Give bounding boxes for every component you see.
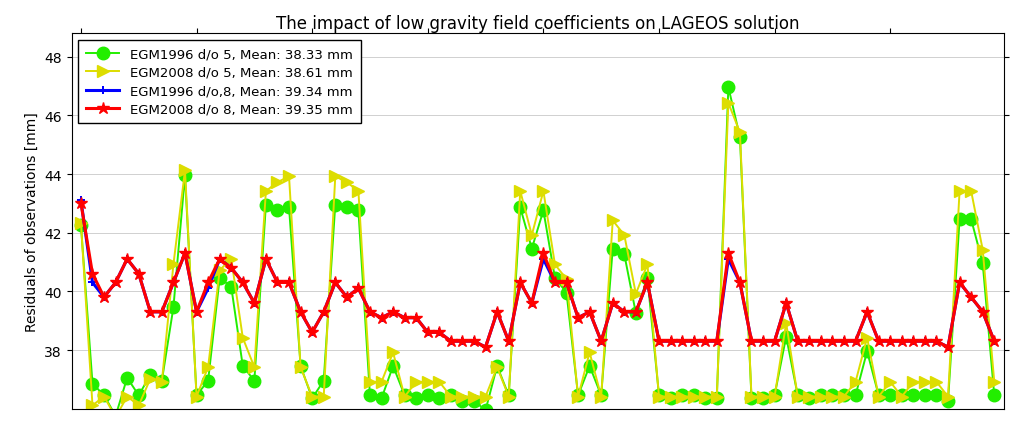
- EGM2008 d/o 5, Mean: 38.61 mm: (0, 42.3): 38.61 mm: (0, 42.3): [75, 221, 87, 226]
- EGM2008 d/o 8, Mean: 39.35 mm: (55, 38.3): 39.35 mm: (55, 38.3): [711, 339, 723, 344]
- EGM1996 d/o,8, Mean: 39.34 mm: (71, 38.3): 39.34 mm: (71, 38.3): [896, 339, 908, 344]
- EGM1996 d/o 5, Mean: 38.33 mm: (48, 39.3): 38.33 mm: (48, 39.3): [630, 311, 642, 316]
- EGM1996 d/o 5, Mean: 38.33 mm: (36, 37.5): 38.33 mm: (36, 37.5): [490, 363, 503, 368]
- EGM1996 d/o,8, Mean: 39.34 mm: (52, 38.3): 39.34 mm: (52, 38.3): [676, 339, 688, 344]
- EGM2008 d/o 5, Mean: 38.61 mm: (72, 36.9): 38.61 mm: (72, 36.9): [907, 380, 920, 385]
- EGM1996 d/o 5, Mean: 38.33 mm: (52, 36.5): 38.33 mm: (52, 36.5): [676, 393, 688, 398]
- EGM2008 d/o 5, Mean: 38.61 mm: (79, 36.9): 38.61 mm: (79, 36.9): [988, 380, 1000, 385]
- Line: EGM1996 d/o,8, Mean: 39.34 mm: EGM1996 d/o,8, Mean: 39.34 mm: [77, 197, 998, 351]
- EGM1996 d/o,8, Mean: 39.34 mm: (49, 40.3): 39.34 mm: (49, 40.3): [641, 280, 653, 285]
- EGM2008 d/o 8, Mean: 39.35 mm: (79, 38.3): 39.35 mm: (79, 38.3): [988, 339, 1000, 344]
- EGM2008 d/o 5, Mean: 38.61 mm: (48, 39.9): 38.61 mm: (48, 39.9): [630, 291, 642, 296]
- EGM1996 d/o 5, Mean: 38.33 mm: (56, 47): 38.33 mm: (56, 47): [722, 85, 734, 90]
- EGM1996 d/o,8, Mean: 39.34 mm: (55, 38.3): 39.34 mm: (55, 38.3): [711, 339, 723, 344]
- EGM1996 d/o 5, Mean: 38.33 mm: (72, 36.5): 38.33 mm: (72, 36.5): [907, 393, 920, 398]
- Legend: EGM1996 d/o 5, Mean: 38.33 mm, EGM2008 d/o 5, Mean: 38.61 mm, EGM1996 d/o,8, Mea: EGM1996 d/o 5, Mean: 38.33 mm, EGM2008 d…: [78, 40, 360, 124]
- EGM1996 d/o,8, Mean: 39.34 mm: (79, 38.3): 39.34 mm: (79, 38.3): [988, 339, 1000, 344]
- EGM2008 d/o 5, Mean: 38.61 mm: (55, 36.4): 38.61 mm: (55, 36.4): [711, 394, 723, 399]
- EGM1996 d/o 5, Mean: 38.33 mm: (79, 36.5): 38.33 mm: (79, 36.5): [988, 393, 1000, 398]
- EGM2008 d/o 5, Mean: 38.61 mm: (52, 36.4): 38.61 mm: (52, 36.4): [676, 394, 688, 399]
- EGM2008 d/o 5, Mean: 38.61 mm: (56, 46.4): 38.61 mm: (56, 46.4): [722, 101, 734, 106]
- EGM1996 d/o,8, Mean: 39.34 mm: (0, 43.1): 39.34 mm: (0, 43.1): [75, 198, 87, 203]
- EGM1996 d/o,8, Mean: 39.34 mm: (35, 38.1): 39.34 mm: (35, 38.1): [479, 345, 492, 350]
- EGM2008 d/o 8, Mean: 39.35 mm: (35, 38.1): 39.35 mm: (35, 38.1): [479, 345, 492, 350]
- EGM1996 d/o,8, Mean: 39.34 mm: (36, 39.3): 39.34 mm: (36, 39.3): [490, 310, 503, 315]
- Line: EGM2008 d/o 5, Mean: 38.61 mm: EGM2008 d/o 5, Mean: 38.61 mm: [75, 98, 1000, 423]
- Title: The impact of low gravity field coefficients on LAGEOS solution: The impact of low gravity field coeffici…: [275, 14, 800, 32]
- Line: EGM2008 d/o 8, Mean: 39.35 mm: EGM2008 d/o 8, Mean: 39.35 mm: [75, 198, 1000, 354]
- EGM2008 d/o 5, Mean: 38.61 mm: (3, 35.7): 38.61 mm: (3, 35.7): [110, 414, 122, 420]
- EGM2008 d/o 8, Mean: 39.35 mm: (48, 39.3): 39.35 mm: (48, 39.3): [630, 310, 642, 315]
- EGM2008 d/o 8, Mean: 39.35 mm: (52, 38.3): 39.35 mm: (52, 38.3): [676, 339, 688, 344]
- EGM1996 d/o 5, Mean: 38.33 mm: (3, 35.8): 38.33 mm: (3, 35.8): [110, 413, 122, 418]
- Y-axis label: Residuals of observations [mm]: Residuals of observations [mm]: [25, 112, 39, 331]
- EGM2008 d/o 8, Mean: 39.35 mm: (36, 39.3): 39.35 mm: (36, 39.3): [490, 310, 503, 315]
- Line: EGM1996 d/o 5, Mean: 38.33 mm: EGM1996 d/o 5, Mean: 38.33 mm: [75, 82, 1000, 422]
- EGM2008 d/o 5, Mean: 38.61 mm: (36, 37.4): 38.61 mm: (36, 37.4): [490, 365, 503, 370]
- EGM1996 d/o,8, Mean: 39.34 mm: (48, 39.3): 39.34 mm: (48, 39.3): [630, 310, 642, 315]
- EGM2008 d/o 5, Mean: 38.61 mm: (49, 40.9): 38.61 mm: (49, 40.9): [641, 262, 653, 268]
- EGM1996 d/o 5, Mean: 38.33 mm: (55, 36.4): 38.33 mm: (55, 36.4): [711, 396, 723, 401]
- EGM2008 d/o 8, Mean: 39.35 mm: (71, 38.3): 39.35 mm: (71, 38.3): [896, 339, 908, 344]
- EGM2008 d/o 8, Mean: 39.35 mm: (49, 40.3): 39.35 mm: (49, 40.3): [641, 280, 653, 285]
- EGM1996 d/o 5, Mean: 38.33 mm: (0, 42.3): 38.33 mm: (0, 42.3): [75, 223, 87, 228]
- EGM1996 d/o 5, Mean: 38.33 mm: (49, 40.5): 38.33 mm: (49, 40.5): [641, 276, 653, 281]
- EGM2008 d/o 8, Mean: 39.35 mm: (0, 43): 39.35 mm: (0, 43): [75, 201, 87, 206]
